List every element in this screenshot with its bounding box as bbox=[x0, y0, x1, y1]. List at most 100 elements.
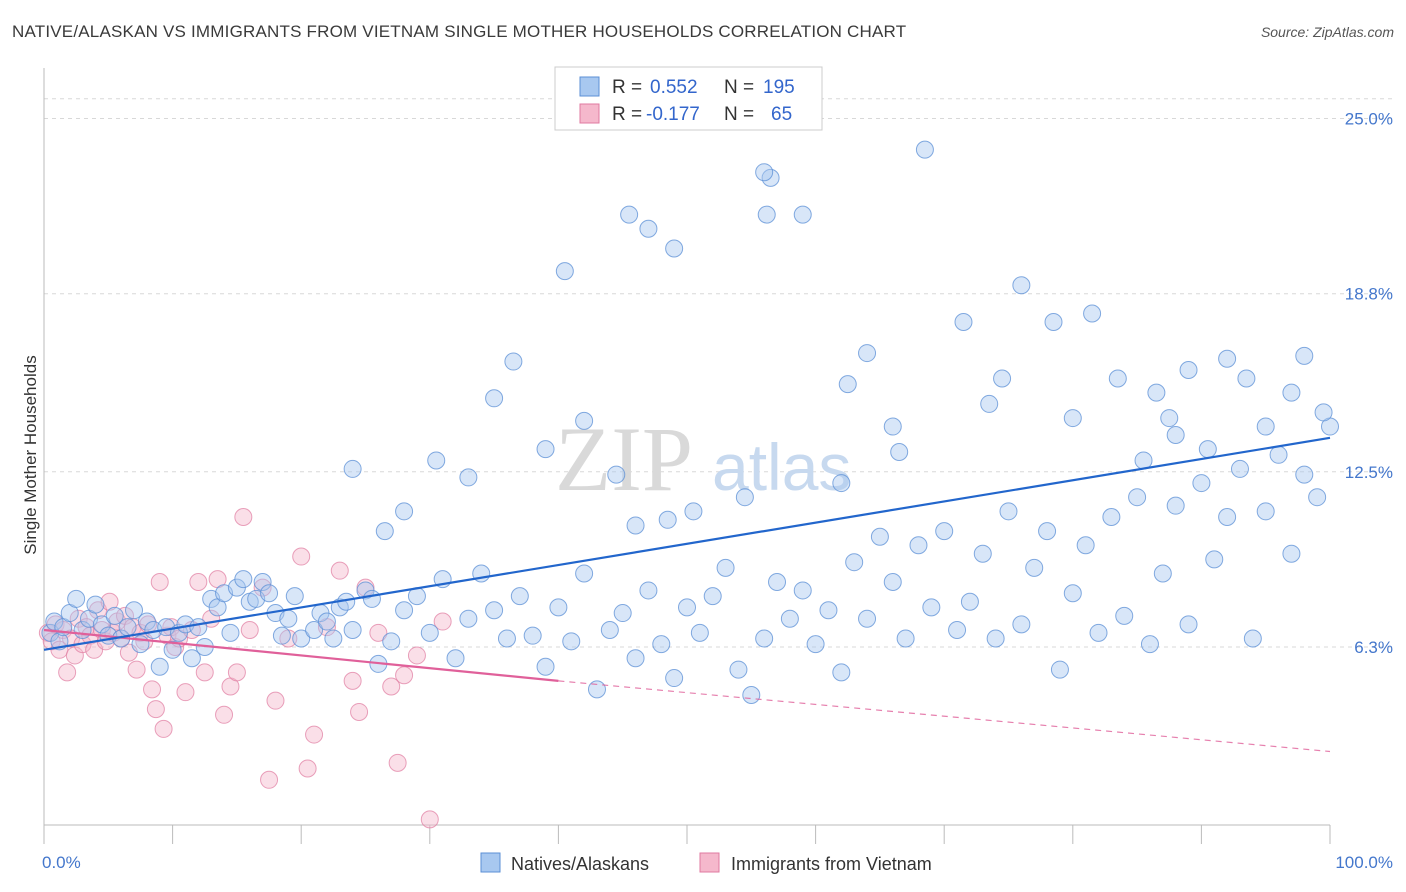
data-point-natives bbox=[973, 544, 992, 563]
data-point-natives bbox=[587, 680, 606, 699]
data-point-vietnam bbox=[195, 663, 214, 682]
data-point-vietnam bbox=[266, 691, 285, 710]
data-point-natives bbox=[260, 584, 279, 603]
data-point-natives bbox=[118, 618, 137, 637]
data-point-natives bbox=[1295, 346, 1314, 365]
data-point-natives bbox=[607, 465, 626, 484]
data-point-vietnam bbox=[154, 719, 173, 738]
bottom-legend-natives: Natives/Alaskans bbox=[511, 854, 649, 874]
data-point-natives bbox=[729, 660, 748, 679]
data-point-natives bbox=[883, 572, 902, 591]
data-point-natives bbox=[1134, 451, 1153, 470]
y-tick-label: 18.8% bbox=[1345, 285, 1393, 304]
data-point-natives bbox=[658, 510, 677, 529]
y-tick-label: 25.0% bbox=[1345, 110, 1393, 129]
data-point-natives bbox=[819, 601, 838, 620]
data-point-natives bbox=[858, 344, 877, 363]
data-point-natives bbox=[485, 601, 504, 620]
data-point-vietnam bbox=[388, 753, 407, 772]
data-point-natives bbox=[690, 623, 709, 642]
trend-lines bbox=[43, 436, 1331, 753]
data-point-natives bbox=[272, 626, 291, 645]
series-legend: Natives/Alaskans Immigrants from Vietnam bbox=[480, 852, 932, 874]
data-point-natives bbox=[742, 686, 761, 705]
data-point-vietnam bbox=[58, 663, 77, 682]
y-tick-label: 6.3% bbox=[1354, 638, 1393, 657]
data-point-vietnam bbox=[176, 683, 195, 702]
data-point-natives bbox=[1140, 635, 1159, 654]
data-point-natives bbox=[1179, 361, 1198, 380]
data-point-natives bbox=[92, 615, 111, 634]
data-point-natives bbox=[838, 375, 857, 394]
data-point-natives bbox=[1128, 488, 1147, 507]
legend-swatch-pink bbox=[579, 103, 600, 124]
data-point-vietnam bbox=[369, 623, 388, 642]
data-point-natives bbox=[858, 609, 877, 628]
data-point-natives bbox=[755, 163, 774, 182]
data-point-natives bbox=[420, 623, 439, 642]
data-point-natives bbox=[86, 595, 105, 614]
data-point-natives bbox=[67, 589, 86, 608]
data-point-natives bbox=[1218, 507, 1237, 526]
data-point-natives bbox=[1179, 615, 1198, 634]
data-point-vietnam bbox=[305, 725, 324, 744]
data-point-vietnam bbox=[292, 547, 311, 566]
data-point-natives bbox=[665, 669, 684, 688]
data-point-natives bbox=[1076, 536, 1095, 555]
data-point-natives bbox=[1308, 488, 1327, 507]
data-point-natives bbox=[125, 601, 144, 620]
data-point-natives bbox=[575, 564, 594, 583]
watermark-zip: ZIP bbox=[555, 408, 693, 510]
data-point-natives bbox=[768, 572, 787, 591]
data-point-vietnam bbox=[215, 705, 234, 724]
data-point-natives bbox=[639, 581, 658, 600]
data-point-natives bbox=[1256, 502, 1275, 521]
data-point-natives bbox=[652, 635, 671, 654]
data-point-natives bbox=[1282, 544, 1301, 563]
legend-n-value: 195 bbox=[763, 77, 795, 98]
data-point-natives bbox=[1243, 629, 1262, 648]
data-point-natives bbox=[1295, 465, 1314, 484]
legend-r-label: R = bbox=[612, 104, 642, 125]
data-point-natives bbox=[780, 609, 799, 628]
data-point-natives bbox=[1205, 550, 1224, 569]
data-point-natives bbox=[536, 657, 555, 676]
data-point-natives bbox=[600, 621, 619, 640]
legend-n-value: 65 bbox=[771, 104, 792, 125]
data-point-natives bbox=[1038, 522, 1057, 541]
data-point-natives bbox=[896, 629, 915, 648]
data-point-natives bbox=[832, 474, 851, 493]
data-point-natives bbox=[382, 632, 401, 651]
data-point-natives bbox=[755, 629, 774, 648]
data-point-vietnam bbox=[100, 592, 119, 611]
data-point-natives bbox=[182, 649, 201, 668]
data-point-natives bbox=[343, 459, 362, 478]
data-point-natives bbox=[279, 609, 298, 628]
data-point-vietnam bbox=[227, 663, 246, 682]
data-point-natives bbox=[883, 417, 902, 436]
chart-title: NATIVE/ALASKAN VS IMMIGRANTS FROM VIETNA… bbox=[12, 22, 907, 41]
y-tick-labels: 6.3% 12.5% 18.8% 25.0% bbox=[1345, 110, 1393, 657]
data-point-vietnam bbox=[420, 810, 439, 829]
data-point-natives bbox=[485, 389, 504, 408]
data-point-vietnam bbox=[407, 646, 426, 665]
data-point-natives bbox=[1269, 445, 1288, 464]
data-point-natives bbox=[253, 572, 272, 591]
data-point-vietnam bbox=[343, 671, 362, 690]
data-point-natives bbox=[757, 205, 776, 224]
data-point-natives bbox=[1153, 564, 1172, 583]
data-point-natives bbox=[1160, 409, 1179, 428]
data-point-natives bbox=[305, 621, 324, 640]
data-point-vietnam bbox=[382, 677, 401, 696]
data-point-natives bbox=[806, 635, 825, 654]
legend-r-value: 0.552 bbox=[650, 77, 698, 98]
data-point-natives bbox=[1102, 507, 1121, 526]
data-point-natives bbox=[497, 629, 516, 648]
data-point-natives bbox=[1218, 349, 1237, 368]
data-point-natives bbox=[375, 522, 394, 541]
data-point-natives bbox=[575, 411, 594, 430]
legend-n-label: N = bbox=[724, 77, 754, 98]
data-point-natives bbox=[189, 618, 208, 637]
data-point-natives bbox=[832, 663, 851, 682]
data-point-natives bbox=[1166, 426, 1185, 445]
